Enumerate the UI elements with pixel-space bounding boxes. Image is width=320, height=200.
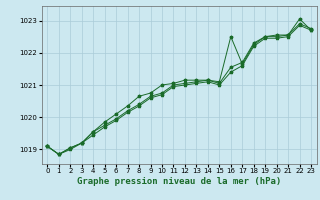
X-axis label: Graphe pression niveau de la mer (hPa): Graphe pression niveau de la mer (hPa) xyxy=(77,177,281,186)
